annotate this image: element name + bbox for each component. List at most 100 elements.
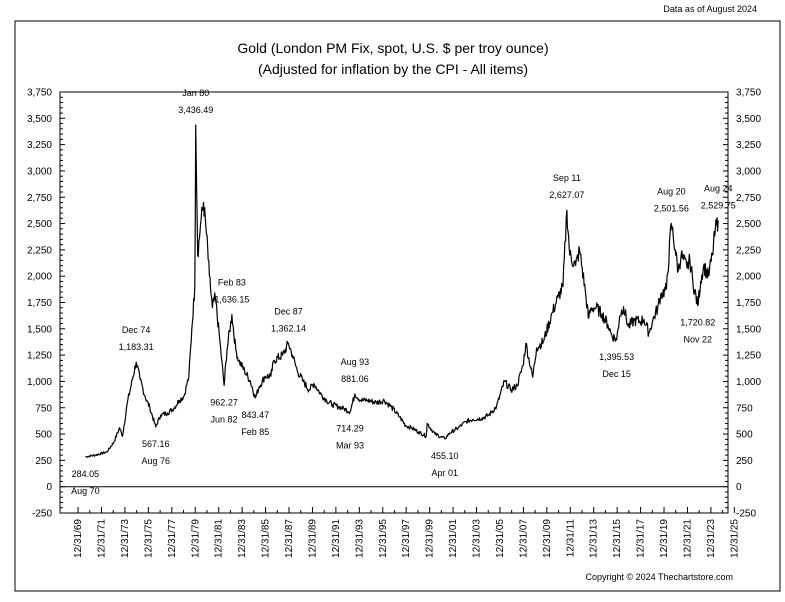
- y-tick-label-left: 3,250: [27, 140, 52, 151]
- y-tick-label-right: 1,000: [736, 377, 761, 388]
- x-axis: 12/31/69 12/31/71 12/31/73 12/31/75 12/31/77…: [73, 507, 740, 558]
- y-tick-label-right: 250: [736, 456, 753, 467]
- x-tick-label: 12/31/73: [120, 519, 131, 558]
- annotation-value: 1,362.14: [271, 323, 306, 333]
- x-tick-label: 12/31/93: [354, 519, 365, 558]
- annotation-date: Feb 85: [241, 427, 269, 437]
- x-tick-label: 12/31/71: [97, 519, 108, 558]
- y-tick-label-left: 3,500: [27, 114, 52, 125]
- y-tick-label-left: 750: [35, 403, 52, 414]
- x-tick-label: 12/31/05: [495, 519, 506, 558]
- series-line-gold-price: [85, 124, 719, 458]
- y-tick-label-right: 2,500: [736, 219, 761, 230]
- x-tick-label: 12/31/01: [448, 519, 459, 558]
- y-tick-label-left: 0: [46, 482, 52, 493]
- y-tick-label-right: 1,250: [736, 351, 761, 362]
- y-axis-right: -250 0 250 500 750 1,000 1,250 1,500 1,750 2,000 2…: [723, 88, 761, 520]
- annotation-value: 284.05: [72, 469, 100, 479]
- y-tick-label-left: 1,250: [27, 351, 52, 362]
- annotation-date: Sep 11: [553, 173, 581, 183]
- x-tick-label: 12/31/91: [331, 519, 342, 558]
- annotation-value: 881.06: [341, 374, 369, 384]
- annotation-date: Aug 24: [704, 183, 733, 193]
- annotations: 284.05 Aug 70 Dec 74 1,183.31 567.16 Aug 76 Ja…: [71, 88, 736, 496]
- annotation-value: 714.29: [336, 424, 364, 434]
- x-tick-label: 12/31/25: [729, 519, 740, 558]
- annotation-date: Dec 15: [602, 369, 631, 379]
- y-tick-label-left: 2,000: [27, 272, 52, 283]
- annotation-value: 2,501.56: [654, 203, 689, 213]
- annotation-date: Apr 01: [432, 468, 459, 478]
- y-tick-label-left: 1,500: [27, 324, 52, 335]
- annotation-date: Aug 20: [657, 186, 686, 196]
- y-axis-left: -250 0 250 500 750 1,000 1,250 1,500 1,750 2,000 2…: [27, 88, 65, 520]
- x-tick-label: 12/31/85: [261, 519, 272, 558]
- annotation-value: 962.27: [210, 397, 238, 407]
- y-tick-label-right: 0: [736, 482, 742, 493]
- x-tick-label: 12/31/23: [706, 519, 717, 558]
- x-tick-label: 12/31/21: [682, 519, 693, 558]
- y-tick-label-left: 3,750: [27, 88, 52, 99]
- annotation-date: Mar 93: [336, 441, 364, 451]
- y-tick-label-right: 1,500: [736, 324, 761, 335]
- y-tick-label-right: 1,750: [736, 298, 761, 309]
- chart-title: Gold (London PM Fix, spot, U.S. $ per tr…: [237, 40, 548, 56]
- y-tick-label-left: 1,750: [27, 298, 52, 309]
- x-tick-label: 12/31/15: [612, 519, 623, 558]
- y-tick-label-left: 500: [35, 430, 52, 441]
- annotation-value: 1,395.53: [599, 352, 634, 362]
- x-tick-label: 12/31/77: [167, 519, 178, 558]
- plot-area: [59, 91, 729, 514]
- annotation-date: Dec 87: [274, 306, 303, 316]
- y-tick-label-left: 2,250: [27, 245, 52, 256]
- annotation-value: 567.16: [142, 439, 170, 449]
- x-tick-label: 12/31/13: [589, 519, 600, 558]
- annotation-value: 1,636.15: [214, 294, 249, 304]
- x-tick-label: 12/31/11: [565, 519, 576, 558]
- chart-frame: [14, 20, 781, 592]
- annotation-date: Jun 82: [211, 414, 238, 424]
- y-tick-label-right: 3,750: [736, 88, 761, 99]
- x-tick-label: 12/31/75: [143, 519, 154, 558]
- x-tick-label: 12/31/87: [284, 519, 295, 558]
- y-tick-label-left: 2,500: [27, 219, 52, 230]
- y-tick-label-right: 750: [736, 403, 753, 414]
- y-tick-label-right: 3,500: [736, 114, 761, 125]
- x-tick-label: 12/31/83: [237, 519, 248, 558]
- data-date-note: Data as of August 2024: [663, 4, 757, 14]
- annotation-date: Feb 83: [218, 277, 246, 287]
- x-tick-label: 12/31/97: [401, 519, 412, 558]
- y-tick-label-left: 250: [35, 456, 52, 467]
- annotation-value: 1,720.82: [680, 318, 715, 328]
- annotation-value: 455.10: [431, 451, 459, 461]
- annotation-date: Aug 93: [341, 357, 370, 367]
- y-tick-label-right: 3,250: [736, 140, 761, 151]
- y-tick-label-left: 2,750: [27, 193, 52, 204]
- annotation-value: 843.47: [242, 410, 270, 420]
- chart-subtitle: (Adjusted for inflation by the CPI - All…: [258, 61, 528, 77]
- x-tick-label: 12/31/19: [659, 519, 670, 558]
- y-tick-label-right: 500: [736, 430, 753, 441]
- x-tick-label: 12/31/09: [542, 519, 553, 558]
- y-tick-label-right: 2,000: [736, 272, 761, 283]
- x-tick-label: 12/31/95: [378, 519, 389, 558]
- x-tick-label: 12/31/03: [472, 519, 483, 558]
- x-tick-label: 12/31/69: [73, 519, 84, 558]
- x-tick-label: 12/31/17: [636, 519, 647, 558]
- y-tick-label-right: 2,750: [736, 193, 761, 204]
- annotation-value: 2,627.07: [549, 190, 584, 200]
- annotation-value: 2,529.75: [701, 200, 736, 210]
- y-tick-label-right: 3,000: [736, 166, 761, 177]
- y-tick-label-left: 1,000: [27, 377, 52, 388]
- annotation-date: Aug 70: [71, 486, 100, 496]
- y-tick-label-left: 3,000: [27, 166, 52, 177]
- annotation-date: Aug 76: [141, 456, 170, 466]
- annotation-date: Dec 74: [122, 325, 151, 335]
- x-tick-label: 12/31/99: [425, 519, 436, 558]
- x-tick-label: 12/31/07: [518, 519, 529, 558]
- x-tick-label: 12/31/79: [190, 519, 201, 558]
- y-tick-label-left: -250: [32, 509, 52, 520]
- x-tick-label: 12/31/89: [307, 519, 318, 558]
- y-tick-label-right: -250: [736, 509, 756, 520]
